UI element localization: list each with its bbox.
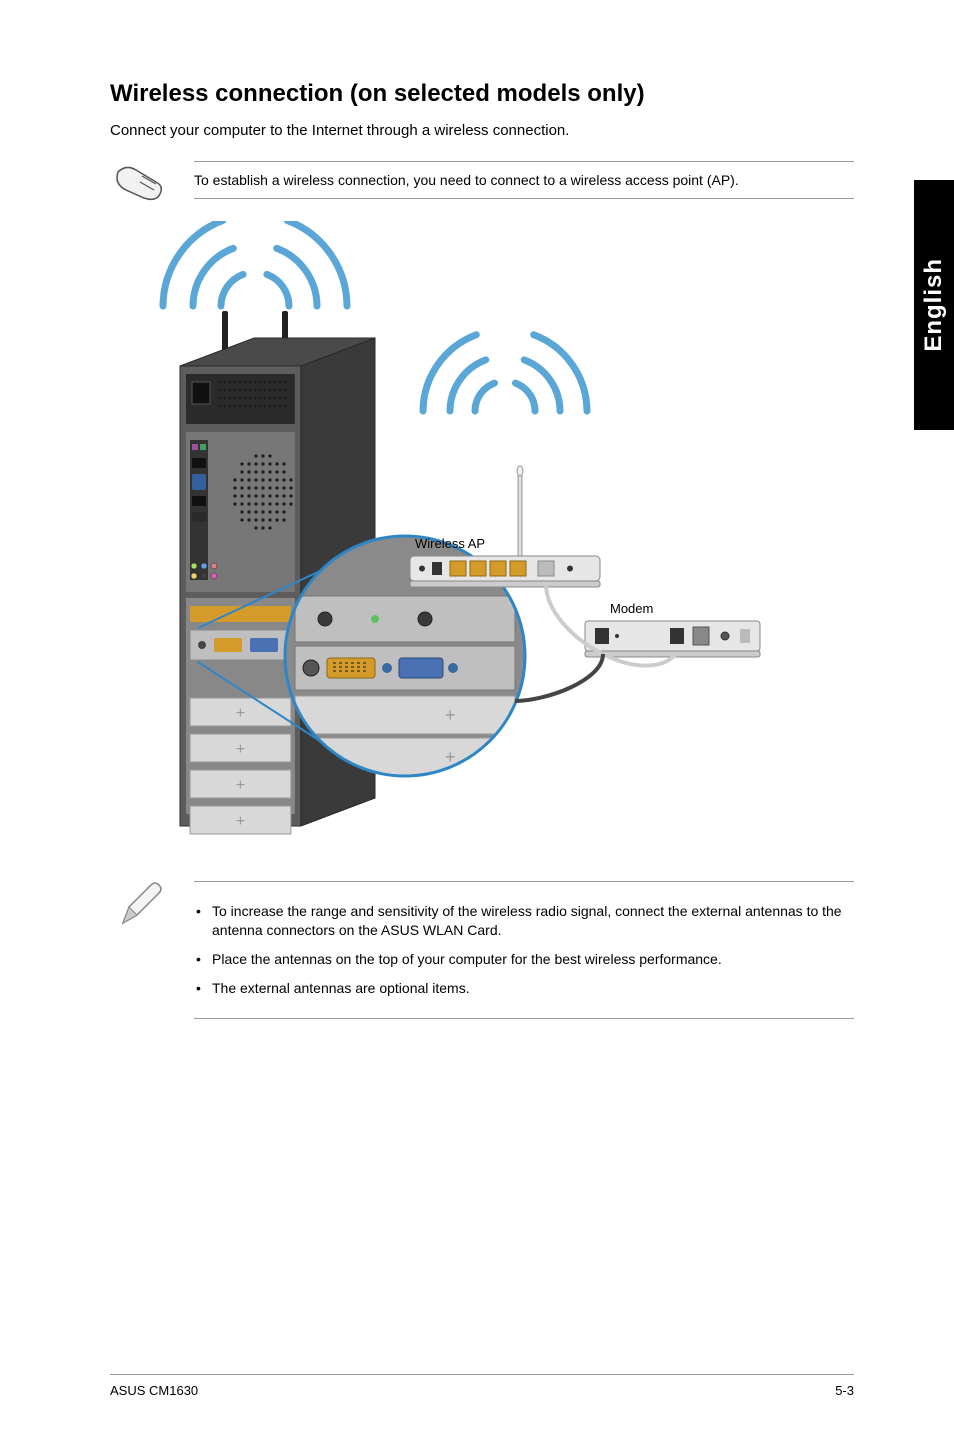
tip-item: Place the antennas on the top of your co…: [194, 950, 854, 969]
label-wireless-ap: Wireless AP: [415, 536, 485, 551]
svg-text:+: +: [236, 705, 245, 722]
note-block-tips: To increase the range and sensitivity of…: [110, 881, 854, 1019]
page-title: Wireless connection (on selected models …: [110, 80, 854, 108]
note-info-text: To establish a wireless connection, you …: [194, 161, 854, 199]
svg-text:+: +: [236, 813, 245, 830]
language-tab: English: [914, 180, 954, 430]
footer-model: ASUS CM1630: [110, 1383, 198, 1398]
tip-item: To increase the range and sensitivity of…: [194, 902, 854, 940]
page: English Wireless connection (on selected…: [0, 0, 954, 1438]
footer-page-number: 5-3: [835, 1383, 854, 1398]
intro-text: Connect your computer to the Internet th…: [110, 122, 854, 139]
tips-list: To increase the range and sensitivity of…: [194, 902, 854, 998]
svg-text:+: +: [236, 777, 245, 794]
hand-icon: [110, 161, 170, 211]
language-tab-label: English: [920, 258, 948, 352]
note-tips-content: To increase the range and sensitivity of…: [194, 881, 854, 1019]
tip-item: The external antennas are optional items…: [194, 979, 854, 998]
page-footer: ASUS CM1630 5-3: [110, 1374, 854, 1398]
note-block-info: To establish a wireless connection, you …: [110, 161, 854, 211]
svg-text:+: +: [236, 741, 245, 758]
label-modem: Modem: [610, 601, 653, 616]
connection-diagram: ++++++ Wireless AP Modem: [110, 221, 830, 841]
pencil-icon: [110, 881, 170, 931]
svg-text:+: +: [445, 705, 456, 725]
